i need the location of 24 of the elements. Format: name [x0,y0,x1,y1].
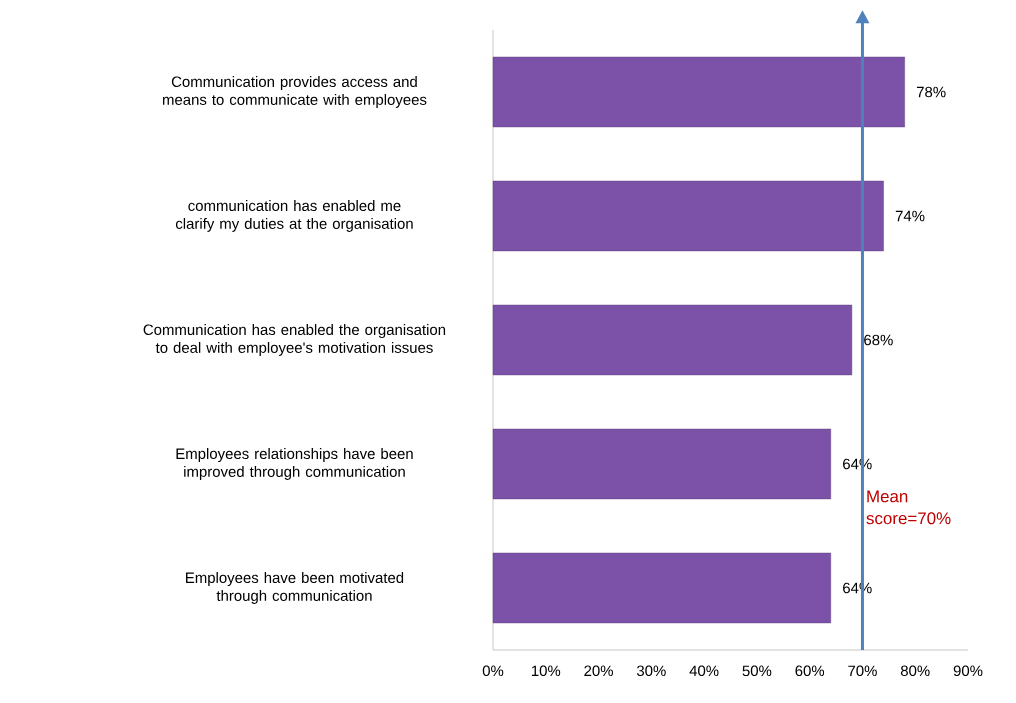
x-tick-label: 70% [848,665,877,677]
x-tick-label: 20% [584,665,613,677]
x-tick-label: 50% [742,665,772,677]
x-tick-label: 90% [953,665,983,677]
data-label: 68% [864,334,893,346]
y-tick-label: Communication has enabled the organisation to deal with employee's motivation issues [143,324,446,356]
data-label: 78% [916,86,946,98]
bar [492,304,853,376]
bar [492,428,831,500]
data-label: 74% [895,210,925,222]
x-tick-label: 0% [482,665,504,677]
x-tick-label: 80% [900,665,930,677]
y-tick-label: Employees have been motivated through communication [186,572,404,604]
y-tick-label: Communication provides access and means to communicate with employees [162,76,427,108]
ref-line-label: Mean score=70% [866,490,951,525]
x-tick-label: 40% [689,665,719,677]
x-tick-label: 30% [636,665,666,677]
y-tick-label: communication has enabled me clarify my duties at the organisation [175,200,413,232]
bar [492,56,905,128]
x-tick-label: 60% [795,665,825,677]
bar [492,180,884,252]
y-tick-label: Employees relationships have been improved through communication [176,448,413,480]
x-tick-label: 10% [531,665,561,677]
bar [492,552,831,624]
